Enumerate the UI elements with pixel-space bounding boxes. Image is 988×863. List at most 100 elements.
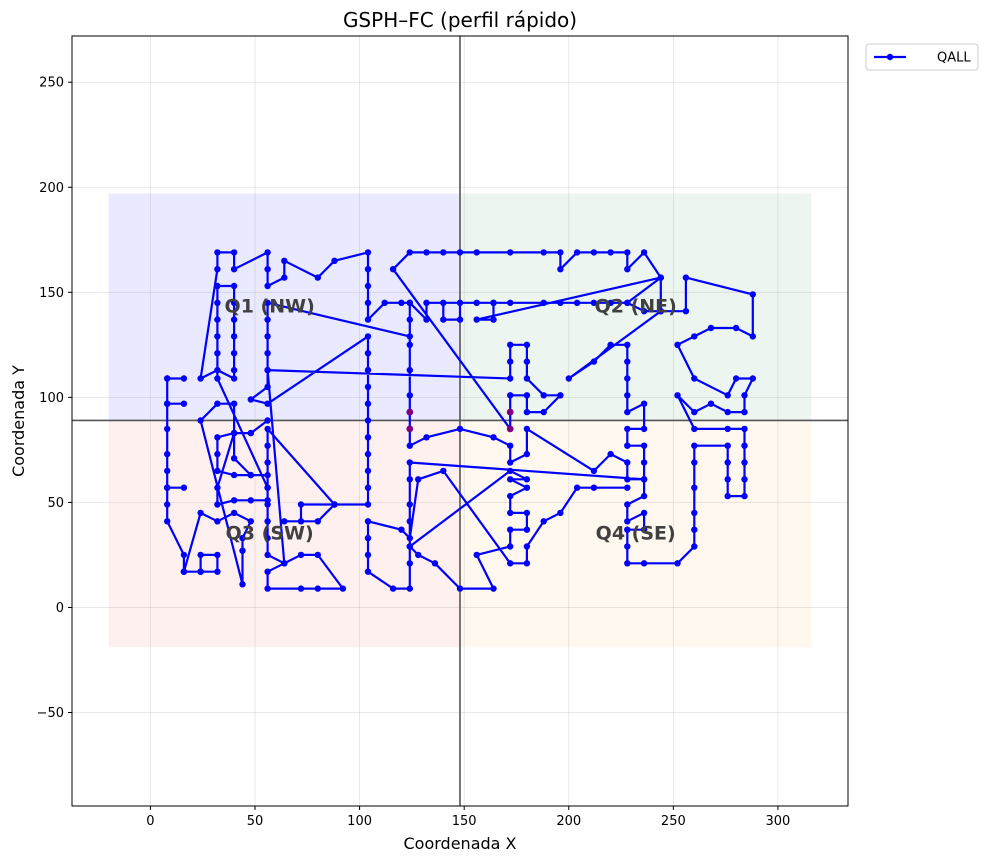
marked-point-0 — [406, 408, 414, 416]
data-point-124 — [339, 585, 347, 592]
data-point-139 — [540, 408, 547, 416]
data-point-222 — [724, 492, 731, 500]
data-point-7 — [164, 450, 171, 458]
data-point-267 — [406, 518, 413, 525]
data-point-297 — [523, 560, 531, 567]
data-point-77 — [331, 257, 338, 264]
data-point-64 — [230, 375, 238, 382]
data-point-111 — [297, 501, 305, 508]
data-point-123 — [314, 551, 321, 559]
y-tick-label-50: 50 — [47, 496, 64, 511]
data-point-129 — [281, 560, 288, 567]
data-point-30 — [214, 400, 221, 407]
marked-point-2 — [506, 408, 514, 416]
data-point-90 — [264, 333, 271, 340]
data-point-251 — [607, 341, 614, 348]
data-point-89 — [264, 316, 271, 323]
data-point-257 — [640, 400, 648, 407]
data-point-298 — [523, 543, 531, 550]
x-tick-label-50: 50 — [247, 814, 264, 829]
data-point-259 — [624, 425, 631, 433]
data-point-296 — [507, 560, 514, 567]
data-point-183 — [423, 316, 430, 323]
x-tick-label-100: 100 — [347, 814, 372, 829]
data-point-190 — [406, 442, 413, 449]
data-point-278 — [507, 509, 514, 517]
data-point-27 — [239, 547, 246, 554]
data-point-160 — [640, 249, 648, 256]
data-point-289 — [364, 551, 372, 559]
data-point-41 — [230, 471, 238, 479]
data-point-45 — [230, 429, 238, 437]
data-point-118 — [264, 518, 271, 525]
data-point-100 — [364, 400, 372, 407]
data-point-170 — [540, 299, 547, 306]
data-point-145 — [389, 266, 397, 273]
data-point-182 — [423, 299, 430, 306]
y-tick-label-0: 0 — [56, 601, 64, 616]
data-point-163 — [440, 299, 447, 306]
data-point-79 — [364, 266, 372, 273]
data-point-61 — [230, 333, 238, 340]
data-point-131 — [507, 375, 514, 382]
data-point-80 — [364, 282, 372, 290]
data-point-273 — [473, 551, 480, 559]
data-point-21 — [180, 568, 188, 575]
data-point-187 — [406, 392, 413, 399]
data-point-28 — [239, 581, 246, 588]
data-point-246 — [682, 274, 690, 281]
legend-label-qall: QALL — [937, 51, 971, 66]
data-point-119 — [264, 534, 271, 542]
data-point-205 — [624, 518, 631, 525]
data-point-300 — [557, 509, 564, 517]
data-point-227 — [741, 425, 748, 433]
data-point-226 — [741, 442, 748, 449]
data-point-280 — [523, 484, 531, 491]
series-qall — [164, 249, 756, 592]
data-point-150 — [473, 249, 480, 256]
data-point-105 — [364, 484, 372, 491]
data-point-141 — [523, 392, 531, 399]
data-point-87 — [406, 333, 413, 340]
data-point-279 — [507, 492, 514, 500]
data-point-242 — [707, 324, 715, 332]
data-point-272 — [490, 585, 497, 592]
data-point-199 — [607, 450, 614, 458]
data-point-275 — [507, 526, 514, 533]
x-tick-label-200: 200 — [556, 814, 581, 829]
data-point-122 — [297, 551, 305, 559]
data-point-148 — [440, 249, 447, 256]
data-point-86 — [406, 316, 413, 323]
data-point-283 — [507, 467, 514, 475]
data-point-209 — [624, 543, 631, 550]
x-tick-label-150: 150 — [452, 814, 477, 829]
data-point-260 — [624, 442, 631, 449]
data-point-71 — [264, 249, 271, 256]
y-tick-label-250: 250 — [39, 76, 64, 91]
data-point-219 — [724, 442, 731, 449]
data-point-224 — [741, 476, 748, 483]
marked-point-3 — [506, 425, 514, 433]
legend-box — [865, 43, 979, 71]
data-point-218 — [691, 442, 698, 449]
data-point-261 — [640, 442, 648, 449]
data-point-301 — [573, 484, 581, 491]
chart-title: GSPH–FC (perfil rápido) — [343, 8, 577, 32]
data-point-181 — [490, 299, 497, 306]
data-point-302 — [590, 484, 598, 491]
data-point-295 — [440, 467, 447, 475]
data-point-292 — [398, 526, 405, 533]
data-point-60 — [230, 316, 238, 323]
data-point-253 — [624, 358, 631, 365]
data-point-99 — [364, 383, 372, 391]
x-tick-label-300: 300 — [766, 814, 791, 829]
data-point-26 — [239, 534, 246, 542]
data-point-203 — [640, 492, 648, 500]
data-point-4 — [180, 400, 188, 407]
y-tick-label-100: 100 — [39, 391, 64, 406]
x-tick-label-0: 0 — [146, 814, 154, 829]
data-point-76 — [314, 274, 321, 281]
data-point-194 — [507, 442, 514, 449]
data-point-171 — [557, 299, 564, 306]
data-point-113 — [264, 425, 271, 433]
